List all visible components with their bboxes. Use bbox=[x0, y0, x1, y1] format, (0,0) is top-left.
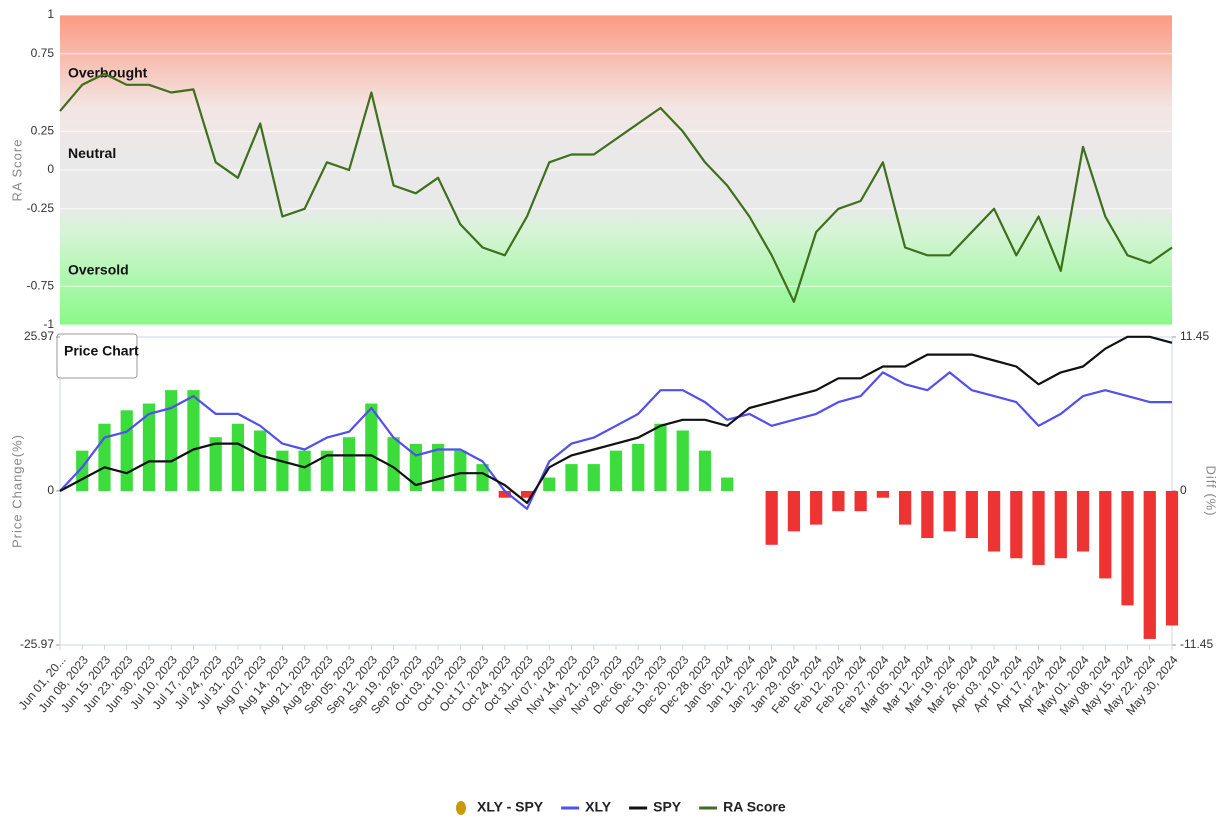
legend-marker bbox=[456, 801, 466, 815]
bar bbox=[254, 430, 267, 491]
bar bbox=[965, 491, 978, 539]
bar bbox=[543, 477, 556, 491]
y-tick-label: 0 bbox=[47, 483, 54, 497]
y-tick-label: -1 bbox=[43, 317, 54, 331]
bar bbox=[632, 443, 645, 491]
y-tick-label: -0.75 bbox=[27, 278, 55, 292]
bar bbox=[1076, 491, 1090, 552]
y-axis-label: RA Score bbox=[9, 139, 24, 202]
bar bbox=[320, 450, 333, 491]
bar bbox=[187, 390, 200, 491]
y-tick-label: -0.25 bbox=[27, 201, 55, 215]
bar bbox=[1121, 491, 1134, 606]
y-axis-label: Price Change(%) bbox=[9, 434, 24, 548]
bar bbox=[698, 450, 712, 491]
bar bbox=[899, 491, 912, 525]
bar bbox=[1143, 491, 1156, 639]
series-line bbox=[59, 72, 1173, 303]
bar bbox=[921, 491, 934, 539]
bar bbox=[365, 403, 378, 491]
bar bbox=[854, 491, 867, 512]
bar bbox=[876, 491, 889, 498]
y-tick-label: -25.97 bbox=[20, 637, 54, 651]
bar bbox=[587, 464, 600, 491]
y-tick-label: 25.97 bbox=[24, 329, 54, 343]
bar bbox=[120, 410, 133, 491]
zone-label: Neutral bbox=[68, 145, 116, 161]
legend-label: XLY - SPY bbox=[477, 799, 544, 815]
bar bbox=[209, 437, 222, 491]
bar bbox=[987, 491, 1001, 552]
bar bbox=[832, 491, 845, 512]
bar bbox=[609, 450, 623, 491]
bar bbox=[1054, 491, 1067, 559]
y-tick-label: 0 bbox=[47, 162, 54, 176]
bar bbox=[165, 390, 178, 491]
bar bbox=[298, 450, 311, 491]
legend-label: RA Score bbox=[723, 799, 786, 815]
y-tick-label: 0.25 bbox=[31, 123, 55, 137]
y2-axis-label: Diff (%) bbox=[1204, 465, 1219, 516]
bar bbox=[498, 491, 511, 498]
bar bbox=[810, 491, 823, 525]
legend-label: XLY bbox=[585, 799, 612, 815]
bar bbox=[787, 491, 801, 532]
bar bbox=[654, 423, 667, 491]
bar bbox=[1010, 491, 1023, 559]
bar bbox=[721, 477, 734, 491]
bar bbox=[476, 464, 489, 491]
legend-label: SPY bbox=[653, 799, 682, 815]
y2-tick-label: 11.45 bbox=[1180, 329, 1209, 343]
bar bbox=[98, 423, 111, 491]
legend: XLY - SPY XLY SPY RA Score bbox=[456, 799, 786, 815]
bar bbox=[231, 423, 245, 491]
y2-tick-label: -11.45 bbox=[1180, 637, 1213, 651]
bar bbox=[276, 450, 289, 491]
bar bbox=[676, 430, 689, 491]
bar bbox=[943, 491, 956, 532]
y2-tick-label: 0 bbox=[1180, 483, 1187, 497]
zone-label: Oversold bbox=[68, 261, 129, 277]
series-line bbox=[59, 371, 1172, 510]
bar bbox=[387, 437, 400, 491]
chart-title: Price Chart bbox=[64, 343, 139, 359]
bar bbox=[565, 464, 578, 491]
bar bbox=[454, 450, 467, 491]
bar bbox=[142, 403, 156, 491]
y-tick-label: 1 bbox=[47, 7, 54, 21]
title-box bbox=[56, 333, 138, 379]
bar bbox=[343, 437, 356, 491]
bar bbox=[1032, 491, 1045, 565]
bar bbox=[1165, 491, 1179, 626]
y-tick-label: 0.75 bbox=[31, 46, 55, 60]
bar bbox=[1099, 491, 1112, 579]
series-line bbox=[59, 335, 1173, 504]
bar bbox=[765, 491, 778, 545]
zone-label: Overbought bbox=[68, 65, 148, 81]
bar bbox=[520, 491, 534, 498]
